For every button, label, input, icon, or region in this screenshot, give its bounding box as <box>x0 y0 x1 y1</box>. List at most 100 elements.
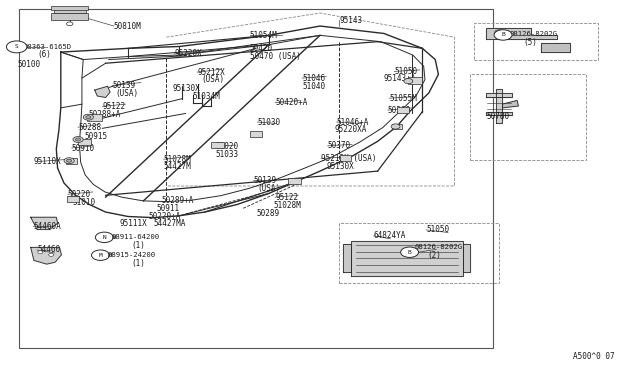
Circle shape <box>49 253 54 256</box>
Polygon shape <box>343 244 351 272</box>
Text: 54427MA: 54427MA <box>154 219 186 228</box>
Text: 51050: 51050 <box>394 67 417 76</box>
Text: 50370: 50370 <box>328 141 351 150</box>
Polygon shape <box>486 93 512 97</box>
Bar <box>339 223 499 283</box>
Text: 50910: 50910 <box>72 144 95 153</box>
Text: 50420: 50420 <box>250 44 273 53</box>
Text: 08915-24200: 08915-24200 <box>108 252 156 258</box>
Text: 51040: 51040 <box>302 82 325 91</box>
Text: 50911: 50911 <box>156 204 179 213</box>
Circle shape <box>494 30 512 40</box>
Polygon shape <box>541 43 570 52</box>
Circle shape <box>83 114 93 120</box>
Bar <box>340 155 351 161</box>
Text: 50100: 50100 <box>18 60 41 69</box>
Text: (5): (5) <box>524 38 538 47</box>
Polygon shape <box>31 247 61 264</box>
Text: 50288: 50288 <box>78 123 101 132</box>
Circle shape <box>86 116 91 119</box>
Text: (USA): (USA) <box>257 185 280 193</box>
Bar <box>66 158 77 164</box>
Polygon shape <box>351 241 463 276</box>
Circle shape <box>401 247 419 257</box>
Text: 50139: 50139 <box>112 81 135 90</box>
Polygon shape <box>502 100 518 108</box>
Text: N: N <box>111 235 115 240</box>
Text: 50390: 50390 <box>388 106 411 115</box>
Text: 95122: 95122 <box>275 193 298 202</box>
Circle shape <box>404 78 413 84</box>
Text: 08126-8202G: 08126-8202G <box>509 31 557 37</box>
Text: 95110X: 95110X <box>33 157 61 166</box>
Text: (1): (1) <box>132 241 146 250</box>
Text: 50289: 50289 <box>256 209 279 218</box>
Circle shape <box>64 158 74 164</box>
Bar <box>392 124 402 129</box>
Polygon shape <box>486 112 512 115</box>
Bar <box>408 77 422 84</box>
Text: 50780: 50780 <box>486 112 509 121</box>
Polygon shape <box>31 217 58 230</box>
Text: 95130X: 95130X <box>326 162 354 171</box>
Bar <box>54 9 86 13</box>
Text: (1): (1) <box>132 259 146 268</box>
Polygon shape <box>486 28 557 39</box>
Text: 51046+A: 51046+A <box>337 118 369 126</box>
Text: 50915: 50915 <box>84 132 108 141</box>
Circle shape <box>67 22 73 26</box>
Text: 51055M: 51055M <box>389 94 417 103</box>
Text: 95111X: 95111X <box>119 219 147 228</box>
Text: 50220: 50220 <box>68 190 91 199</box>
Text: 54427M: 54427M <box>163 162 191 171</box>
Text: B: B <box>501 32 505 38</box>
Circle shape <box>38 251 43 254</box>
Polygon shape <box>463 244 470 272</box>
Bar <box>87 114 102 121</box>
Text: 50420+A: 50420+A <box>275 98 308 107</box>
Text: 51028M: 51028M <box>274 201 301 210</box>
Text: A500^0 07: A500^0 07 <box>573 352 614 361</box>
Text: 51054M: 51054M <box>250 31 277 40</box>
Bar <box>288 178 301 184</box>
Text: 95143+A: 95143+A <box>384 74 417 83</box>
Text: 95143: 95143 <box>339 16 362 25</box>
Bar <box>474 23 598 60</box>
Bar <box>250 131 262 137</box>
Text: 50139: 50139 <box>253 176 276 185</box>
Text: 08363-6165D: 08363-6165D <box>23 44 71 50</box>
Bar <box>19 9 493 348</box>
Bar <box>211 142 224 148</box>
Bar <box>51 13 88 20</box>
Bar <box>397 107 409 113</box>
Circle shape <box>92 250 109 260</box>
Polygon shape <box>496 89 502 123</box>
Text: (USA): (USA) <box>201 75 224 84</box>
Text: 51033: 51033 <box>216 150 239 159</box>
Circle shape <box>67 159 72 162</box>
Text: 51034M: 51034M <box>192 92 220 101</box>
Text: 50470 (USA): 50470 (USA) <box>250 52 300 61</box>
Text: 50289+A: 50289+A <box>161 196 194 205</box>
Text: S: S <box>15 44 19 49</box>
Circle shape <box>73 137 83 142</box>
Text: 08911-64200: 08911-64200 <box>111 234 159 240</box>
Text: 51030: 51030 <box>257 118 280 126</box>
Text: 95130X: 95130X <box>173 84 200 93</box>
Text: (USA): (USA) <box>115 89 138 97</box>
Text: 51046: 51046 <box>302 74 325 83</box>
Bar <box>470 74 586 160</box>
Text: (2): (2) <box>428 251 442 260</box>
Text: 50810M: 50810M <box>114 22 141 31</box>
Text: 51020: 51020 <box>216 142 239 151</box>
Circle shape <box>6 41 27 53</box>
Circle shape <box>95 232 113 243</box>
Text: 54460: 54460 <box>37 246 60 254</box>
Circle shape <box>391 124 400 129</box>
Text: 95212X: 95212X <box>197 68 225 77</box>
Text: 95220XA: 95220XA <box>334 125 367 134</box>
Text: N: N <box>102 235 106 240</box>
Text: 95122: 95122 <box>102 102 125 111</box>
Text: M: M <box>99 253 102 258</box>
Text: 51010: 51010 <box>73 198 96 207</box>
